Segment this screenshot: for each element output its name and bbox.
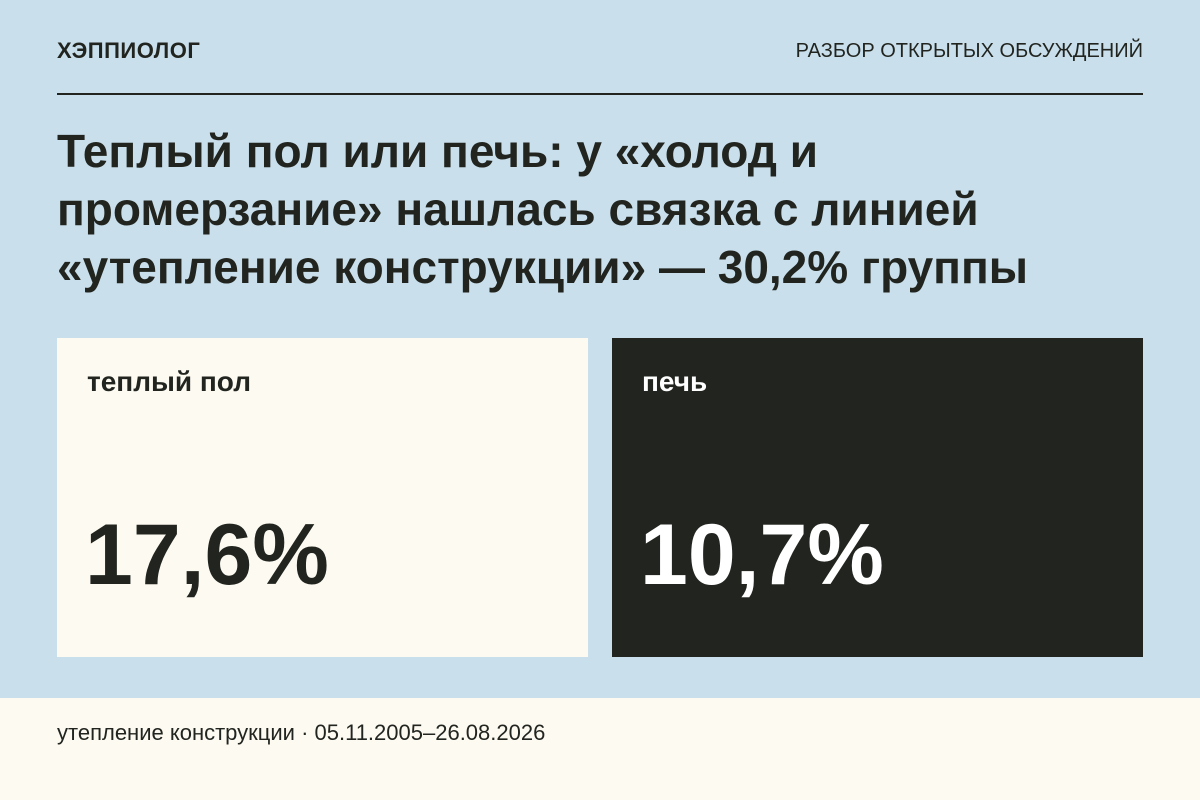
- footer: утепление конструкции · 05.11.2005–26.08…: [0, 698, 1200, 800]
- brand: ХЭППИОЛОГ: [57, 38, 201, 63]
- section-label: РАЗБОР ОТКРЫТЫХ ОБСУЖДЕНИЙ: [795, 40, 1143, 62]
- headline: Теплый пол или печь: у «холод и промерза…: [57, 125, 1029, 293]
- stat-label: теплый пол: [87, 366, 251, 397]
- stat-card: теплый пол 17,6%: [57, 338, 588, 657]
- stat-value: 10,7%: [640, 507, 884, 603]
- footer-text: утепление конструкции · 05.11.2005–26.08…: [57, 720, 546, 745]
- stat-value: 17,6%: [85, 507, 329, 603]
- stat-label: печь: [642, 366, 708, 397]
- stat-card: печь 10,7%: [612, 338, 1143, 657]
- divider: [57, 93, 1143, 95]
